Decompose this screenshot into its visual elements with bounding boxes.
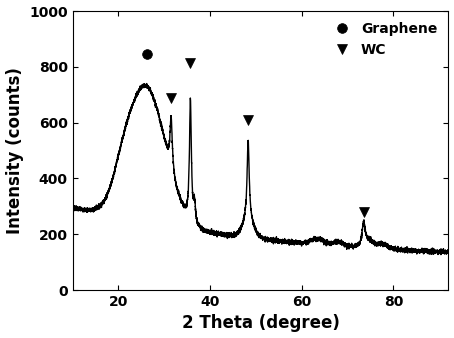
X-axis label: 2 Theta (degree): 2 Theta (degree) <box>182 314 340 333</box>
Legend: Graphene, WC: Graphene, WC <box>323 18 441 61</box>
Y-axis label: Intensity (counts): Intensity (counts) <box>5 67 24 234</box>
